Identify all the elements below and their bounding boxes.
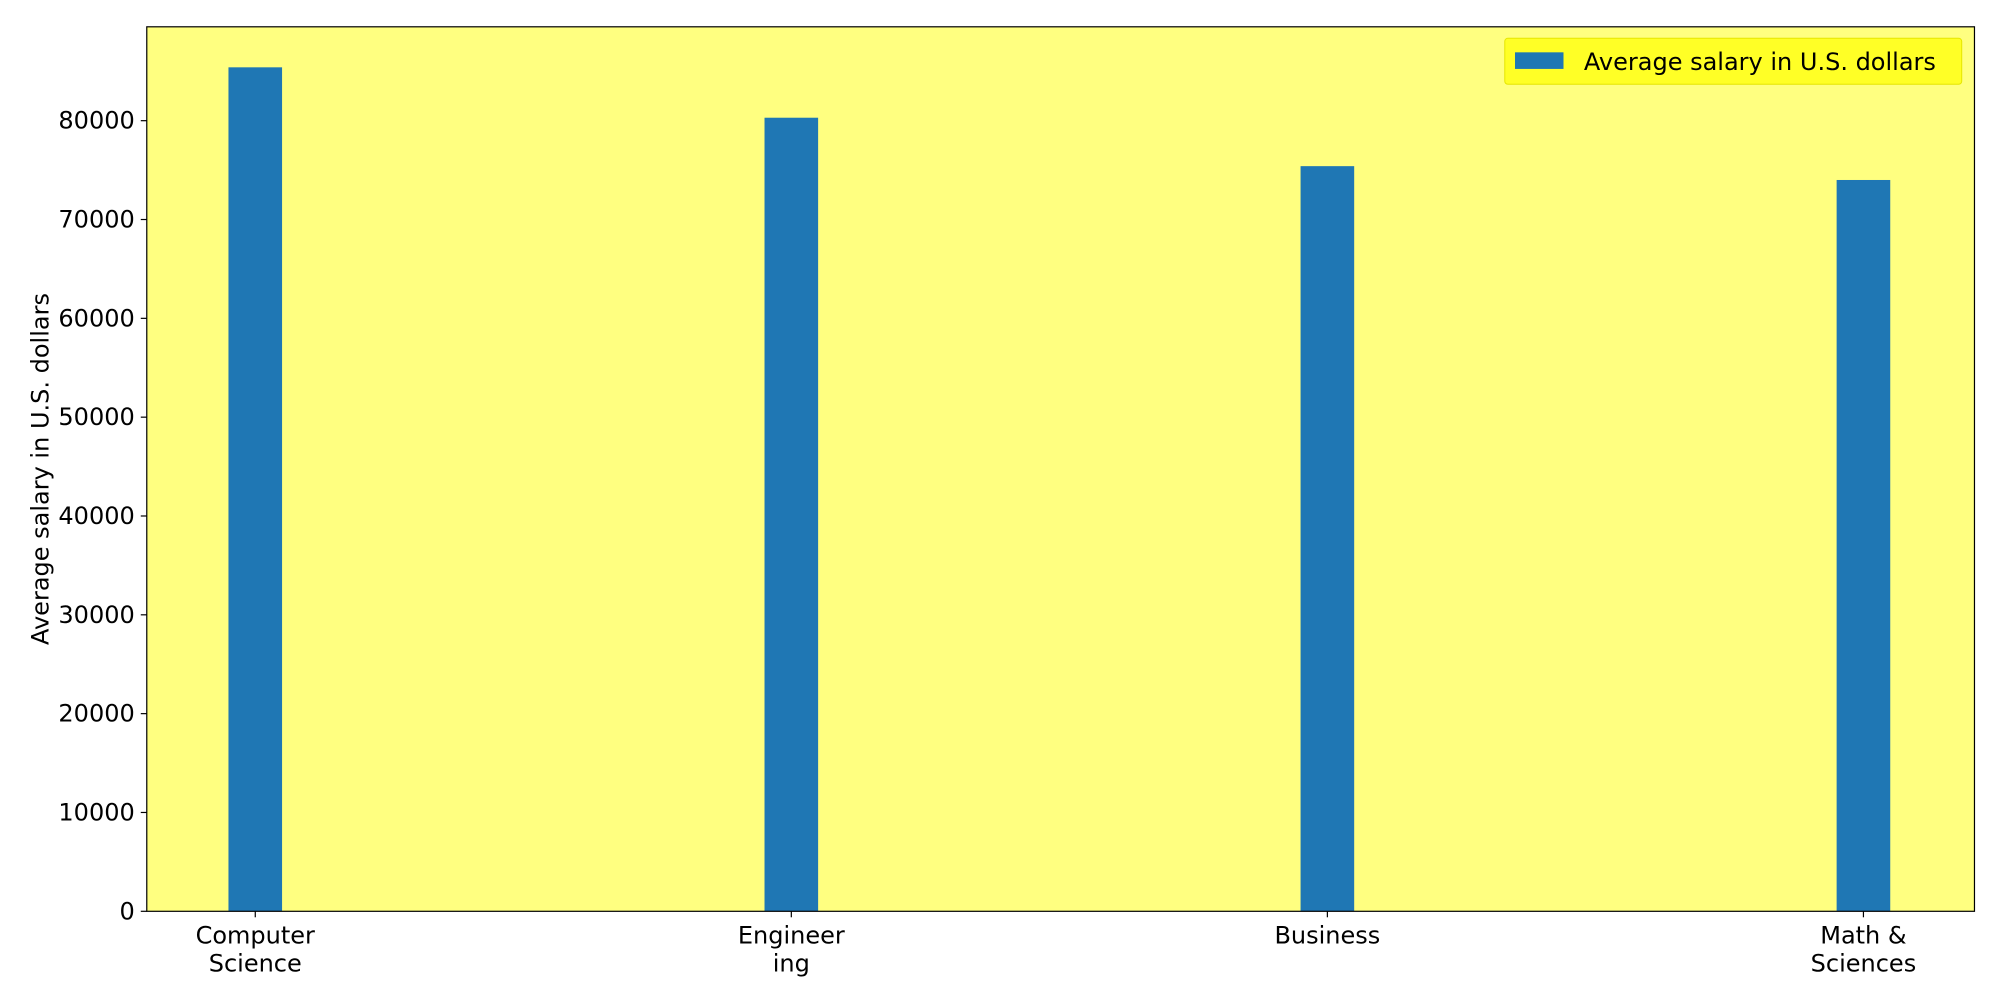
plot-area bbox=[146, 26, 1975, 912]
bar-2[interactable] bbox=[1300, 166, 1355, 912]
x-tick-label: Business bbox=[1274, 921, 1380, 949]
x-tick-label: Math & Sciences bbox=[1811, 921, 1917, 977]
bar-0[interactable] bbox=[228, 67, 283, 912]
bars bbox=[228, 67, 1891, 912]
y-tick-label: 40000 bbox=[58, 502, 134, 530]
y-tick-label: 50000 bbox=[58, 403, 134, 431]
y-tick-label: 20000 bbox=[58, 700, 134, 728]
y-tick-label: 60000 bbox=[58, 304, 134, 332]
legend-box bbox=[1504, 37, 1963, 85]
bar-1[interactable] bbox=[764, 117, 819, 912]
x-axis-ticks: Computer Science Engineer ing Business Math &… bbox=[196, 911, 1917, 977]
legend-label: Average salary in U.S. dollars bbox=[1584, 48, 1936, 76]
x-tick-label: Engineer ing bbox=[738, 921, 845, 977]
y-axis-ticks: 0 10000 20000 30000 40000 50000 60000 70000 8000… bbox=[58, 107, 147, 925]
legend-swatch bbox=[1514, 52, 1564, 69]
y-tick-label: 80000 bbox=[58, 107, 134, 135]
y-tick-label: 30000 bbox=[58, 601, 134, 629]
plot-frame bbox=[146, 26, 1976, 912]
legend[interactable]: Average salary in U.S. dollars bbox=[1504, 37, 1963, 85]
bar-3[interactable] bbox=[1836, 179, 1891, 912]
y-tick-label: 10000 bbox=[58, 798, 134, 826]
y-axis-label: Average salary in U.S. dollars bbox=[27, 293, 55, 645]
y-tick-label: 70000 bbox=[58, 206, 134, 234]
y-tick-label: 0 bbox=[119, 897, 134, 925]
x-tick-label: Computer Science bbox=[196, 921, 315, 977]
